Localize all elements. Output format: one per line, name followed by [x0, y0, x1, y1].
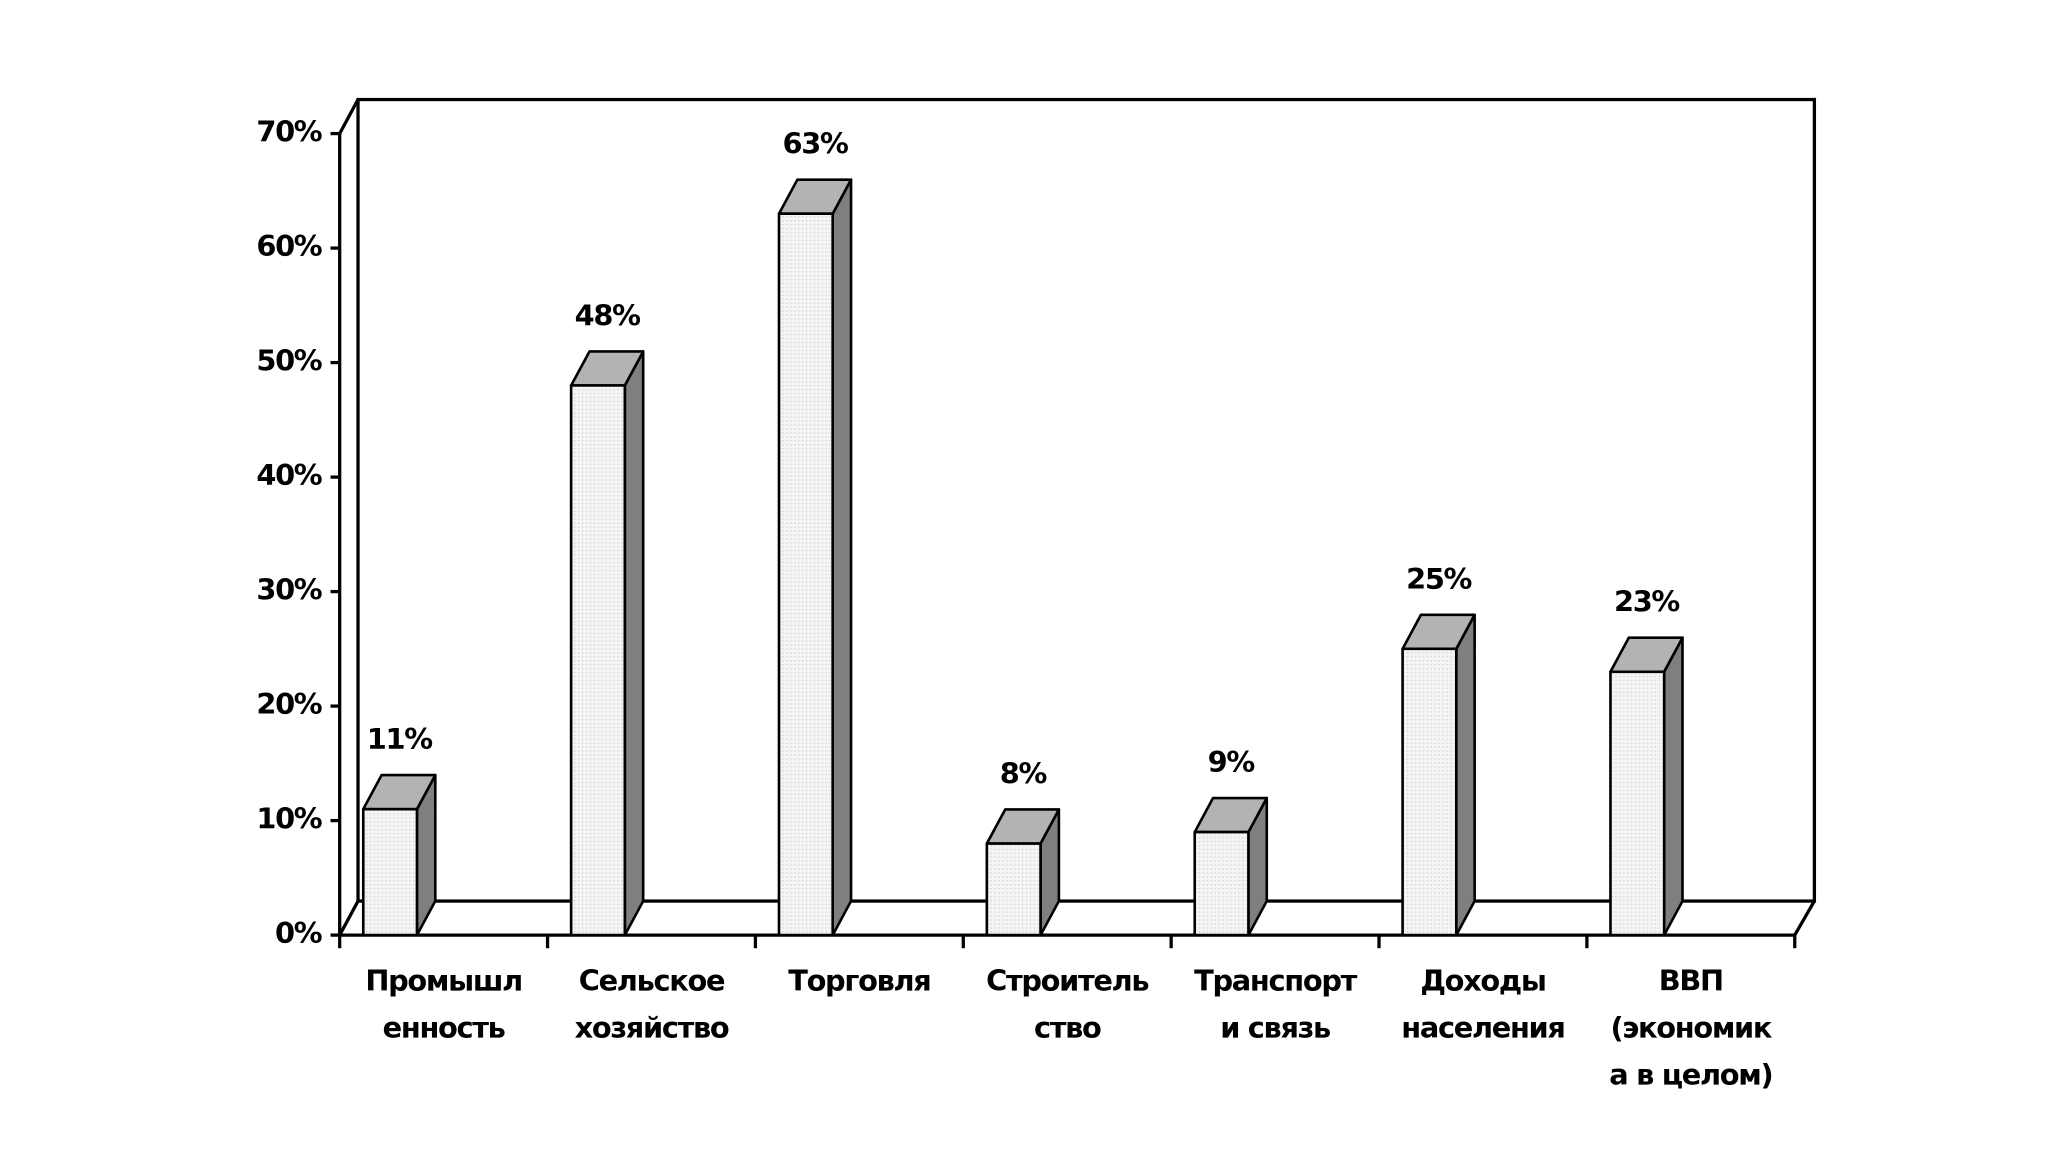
y-tick-label: 40%	[256, 458, 321, 492]
x-tick-label: населения	[1401, 1010, 1564, 1044]
bar	[361, 807, 419, 937]
bar	[777, 212, 835, 937]
value-label: 11%	[367, 722, 432, 756]
y-tick-label: 10%	[256, 802, 321, 836]
value-label: 23%	[1614, 585, 1679, 619]
x-tick-label: Сельское	[579, 963, 725, 997]
x-tick-label: хозяйство	[575, 1010, 729, 1044]
y-tick-label: 70%	[256, 115, 321, 149]
x-tick-label: а в целом)	[1609, 1058, 1772, 1092]
bar-side	[1662, 636, 1684, 937]
value-label: 63%	[783, 127, 848, 161]
x-tick-label: енность	[383, 1010, 505, 1044]
x-tick-label: Торговля	[788, 963, 930, 997]
y-tick-label: 30%	[256, 573, 321, 607]
value-label: 8%	[1000, 756, 1047, 790]
bar-side	[1454, 613, 1476, 937]
y-tick-label: 50%	[256, 344, 321, 378]
y-tick-label: 60%	[256, 229, 321, 263]
x-tick-label: ство	[1034, 1010, 1101, 1044]
value-label: 48%	[575, 298, 640, 332]
value-label: 25%	[1406, 562, 1471, 596]
x-tick-label: Строитель	[986, 963, 1148, 997]
x-tick-label: Доходы	[1420, 963, 1545, 997]
chart-frame	[338, 97, 1817, 937]
y-tick-label: 20%	[256, 687, 321, 721]
bar-side	[623, 350, 645, 937]
x-tick-label: Транспорт	[1194, 963, 1357, 997]
value-label: 9%	[1208, 745, 1255, 779]
y-tick-label: 0%	[275, 916, 322, 950]
bar	[1193, 830, 1250, 937]
bar	[1609, 670, 1666, 937]
bar	[1401, 647, 1458, 937]
bar-side	[831, 178, 853, 937]
bar	[569, 384, 627, 937]
x-tick-label: и связь	[1220, 1010, 1330, 1044]
x-tick-label: Промышл	[365, 963, 522, 997]
bar	[985, 842, 1042, 937]
x-tick-label: ВВП	[1659, 963, 1723, 997]
x-tick-label: (экономик	[1610, 1010, 1772, 1044]
